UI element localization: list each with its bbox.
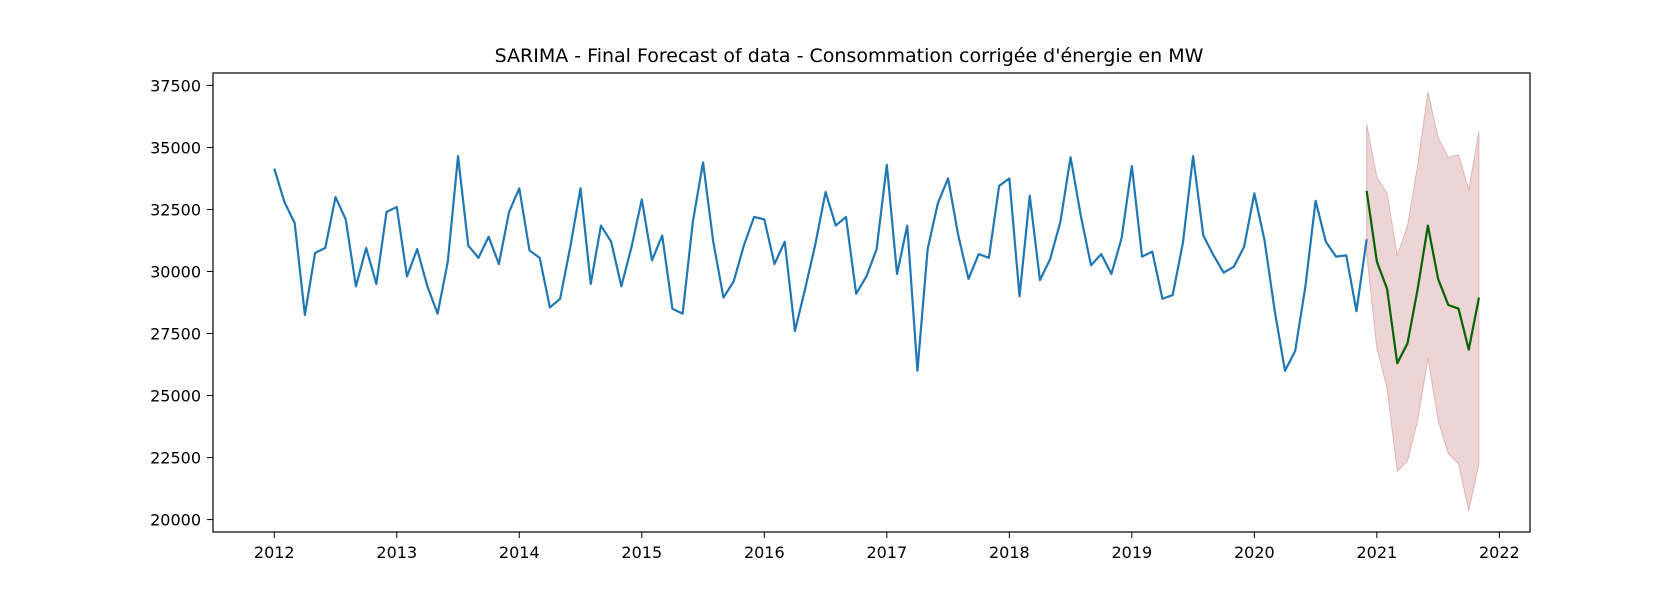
- y-tick-label: 20000: [150, 511, 201, 530]
- x-tick-label: 2015: [621, 543, 662, 562]
- plot-area: [273, 91, 1481, 512]
- observed-series-line: [273, 155, 1368, 372]
- x-tick-label: 2016: [744, 543, 785, 562]
- confidence-interval-band: [1366, 91, 1480, 512]
- y-tick-label: 35000: [150, 138, 201, 157]
- y-axis: 20000 22500 25000 27500 30000 32500 35000 37500: [150, 76, 213, 530]
- chart-title: SARIMA - Final Forecast of data - Consom…: [495, 45, 1204, 67]
- x-tick-label: 2019: [1111, 543, 1152, 562]
- forecast-series-line: [1365, 190, 1481, 365]
- x-tick-label: 2022: [1479, 543, 1520, 562]
- x-axis: 2012 2013 2014 2015 2016 2017 2018 2019 2020 2021…: [254, 532, 1520, 562]
- x-tick-label: 2013: [376, 543, 417, 562]
- y-tick-label: 22500: [150, 449, 201, 468]
- x-tick-label: 2020: [1234, 543, 1275, 562]
- y-tick-label: 27500: [150, 325, 201, 344]
- y-tick-label: 30000: [150, 262, 201, 281]
- plot-frame: [212, 72, 1531, 533]
- x-tick-label: 2018: [989, 543, 1030, 562]
- x-tick-label: 2012: [254, 543, 295, 562]
- y-tick-label: 25000: [150, 387, 201, 406]
- x-tick-label: 2017: [866, 543, 907, 562]
- x-tick-label: 2021: [1357, 543, 1398, 562]
- y-tick-label: 32500: [150, 200, 201, 219]
- x-tick-label: 2014: [499, 543, 540, 562]
- y-tick-label: 37500: [150, 76, 201, 95]
